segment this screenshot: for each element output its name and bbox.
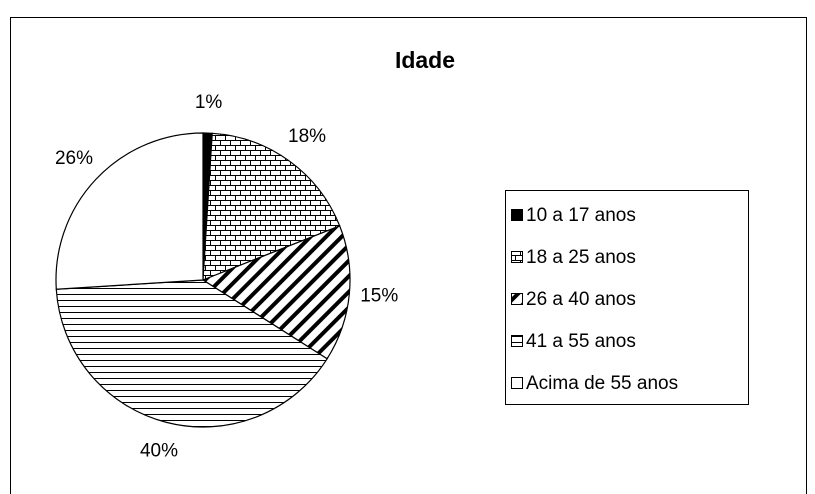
data-label: 40%: [140, 440, 178, 461]
legend-swatch: [511, 335, 523, 347]
legend-label: Acima de 55 anos: [526, 373, 678, 394]
legend-swatch: [511, 377, 523, 389]
data-label: 1%: [195, 92, 223, 113]
data-label: 26%: [55, 148, 93, 169]
legend-swatch: [511, 293, 523, 305]
pie-slice: [55, 279, 328, 428]
legend-label: 18 a 25 anos: [526, 247, 636, 268]
legend-label: 41 a 55 anos: [526, 331, 636, 352]
chart-frame: [10, 17, 807, 494]
legend-box: [505, 190, 749, 405]
legend-label: 26 a 40 anos: [526, 289, 636, 310]
data-label: 18%: [288, 126, 326, 147]
legend-swatch: [511, 209, 523, 221]
chart-title: Idade: [395, 47, 455, 73]
legend-swatch: [511, 251, 523, 263]
data-label: 15%: [360, 286, 398, 307]
pie-slice: [55, 132, 204, 290]
legend-label: 10 a 17 anos: [526, 205, 636, 226]
pie-slice: [201, 225, 351, 360]
pie-slice: [202, 132, 341, 281]
